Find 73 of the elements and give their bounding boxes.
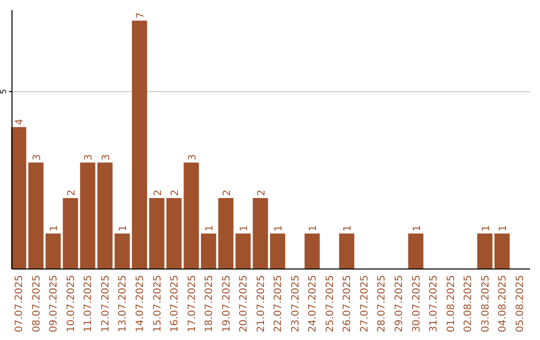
- x-tick-label: 23.07.2025: [290, 275, 302, 332]
- data-label: 2: [256, 190, 268, 196]
- data-label: 1: [239, 225, 250, 232]
- bar: [304, 234, 320, 269]
- x-tick-label: 03.08.2025: [480, 275, 492, 332]
- x-tick-label: 27.07.2025: [359, 275, 370, 332]
- bar: [477, 234, 492, 269]
- bar: [11, 127, 26, 269]
- data-label: 1: [204, 225, 216, 232]
- bar: [184, 162, 199, 269]
- data-label: 2: [222, 190, 233, 196]
- x-tick-label: 15.07.2025: [152, 275, 164, 332]
- x-tick-label: 19.07.2025: [221, 275, 232, 332]
- x-tick-label: 01.08.2025: [446, 275, 457, 332]
- bar: [80, 162, 96, 269]
- data-label: 1: [308, 225, 320, 232]
- data-label: 1: [480, 225, 492, 232]
- bar: [494, 234, 510, 269]
- x-tick-label: 28.07.2025: [376, 275, 388, 332]
- x-tick-label: 09.07.2025: [48, 275, 60, 332]
- x-tick-label: 02.08.2025: [463, 275, 474, 332]
- data-label: 3: [187, 154, 198, 161]
- bar: [28, 162, 44, 269]
- x-tick-label: 22.07.2025: [273, 275, 284, 332]
- bar: [62, 198, 78, 269]
- x-tick-label: 25.07.2025: [324, 275, 336, 332]
- bar: [218, 198, 234, 269]
- data-label: 2: [170, 190, 182, 196]
- x-tick-label: 12.07.2025: [100, 275, 112, 332]
- x-tick-label: 05.08.2025: [514, 275, 526, 332]
- x-tick-label: 17.07.2025: [186, 275, 198, 332]
- x-tick-label: 04.08.2025: [498, 275, 509, 332]
- data-label: 1: [118, 225, 130, 232]
- x-tick-label: 21.07.2025: [256, 275, 267, 332]
- data-label: 7: [136, 12, 146, 19]
- data-label: 2: [66, 190, 78, 196]
- bar: [149, 198, 164, 269]
- x-tick-label: 11.07.2025: [83, 275, 94, 332]
- bar: [252, 198, 268, 269]
- bar: [166, 198, 182, 269]
- x-tick-label: 30.07.2025: [411, 275, 422, 332]
- data-label: 3: [32, 154, 43, 161]
- x-tick-label: 20.07.2025: [238, 275, 250, 332]
- bar: [114, 234, 130, 269]
- x-tick-label: 14.07.2025: [135, 275, 146, 332]
- data-label: 3: [84, 154, 95, 161]
- x-tick-label: 07.07.2025: [14, 275, 26, 332]
- x-tick-label: 26.07.2025: [342, 275, 354, 332]
- data-label: 1: [342, 225, 354, 232]
- x-tick-label: 24.07.2025: [308, 275, 319, 332]
- x-tick-label: 08.07.2025: [31, 275, 42, 332]
- bar: [46, 234, 61, 269]
- x-tick-label: 10.07.2025: [66, 275, 77, 332]
- bar: [339, 234, 354, 269]
- bar: [200, 234, 216, 269]
- bar: [270, 234, 286, 269]
- bar: [236, 234, 251, 269]
- bar: [132, 20, 148, 269]
- data-label: 3: [100, 154, 112, 161]
- bar: [97, 162, 113, 269]
- x-tick-label: 31.07.2025: [428, 275, 440, 332]
- x-tick-label: 13.07.2025: [118, 275, 129, 332]
- data-label: 1: [498, 225, 510, 232]
- bar: [408, 234, 424, 269]
- data-label: 1: [274, 225, 285, 232]
- data-label: 1: [49, 225, 60, 232]
- data-label: 1: [412, 225, 423, 232]
- data-label: 2: [152, 190, 164, 196]
- x-tick-label: 16.07.2025: [170, 275, 181, 332]
- x-tick-label: 18.07.2025: [204, 275, 216, 332]
- x-tick-label: 29.07.2025: [394, 275, 405, 332]
- data-label: 4: [14, 118, 26, 126]
- y-tick-label: 5: [0, 89, 8, 94]
